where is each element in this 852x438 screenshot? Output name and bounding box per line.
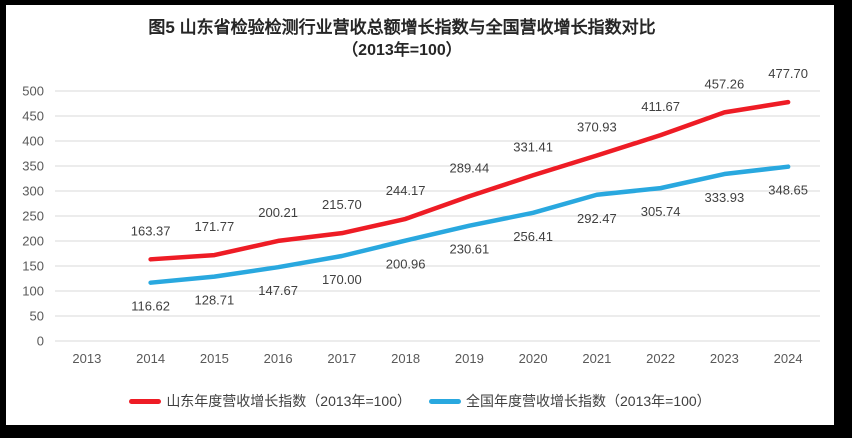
series-line-shandong bbox=[148, 99, 791, 262]
x-axis-tick-label: 2016 bbox=[264, 351, 293, 366]
chart-title: 图5 山东省检验检测行业营收总额增长指数与全国营收增长指数对比 （2013年=1… bbox=[6, 16, 798, 62]
series-line-national bbox=[148, 164, 791, 285]
y-axis-tick-label: 300 bbox=[22, 184, 44, 199]
data-label-national: 128.71 bbox=[194, 293, 234, 308]
y-axis-tick-label: 150 bbox=[22, 259, 44, 274]
data-label-national: 348.65 bbox=[768, 183, 808, 198]
legend-label-shandong: 山东年度营收增长指数（2013年=100） bbox=[166, 393, 411, 409]
data-label-national: 333.93 bbox=[704, 190, 744, 205]
data-label-shandong: 289.44 bbox=[449, 160, 489, 175]
x-axis-tick-label: 2023 bbox=[710, 351, 739, 366]
data-label-national: 305.74 bbox=[641, 204, 681, 219]
legend-line-shandong-icon bbox=[129, 398, 162, 404]
data-label-shandong: 457.26 bbox=[704, 76, 744, 91]
y-axis-tick-label: 500 bbox=[22, 84, 44, 99]
data-label-national: 230.61 bbox=[449, 242, 489, 257]
y-axis-tick-label: 350 bbox=[22, 159, 44, 174]
x-axis-tick-label: 2024 bbox=[774, 351, 803, 366]
x-axis-tick-label: 2018 bbox=[391, 351, 420, 366]
y-axis-tick-label: 200 bbox=[22, 234, 44, 249]
data-label-shandong: 171.77 bbox=[194, 219, 234, 234]
data-label-shandong: 244.17 bbox=[386, 183, 426, 198]
x-axis-tick-label: 2013 bbox=[72, 351, 101, 366]
data-label-national: 292.47 bbox=[577, 211, 617, 226]
y-axis-tick-label: 250 bbox=[22, 209, 44, 224]
data-label-national: 116.62 bbox=[131, 299, 170, 314]
data-label-shandong: 331.41 bbox=[513, 139, 553, 154]
x-axis-tick-label: 2022 bbox=[646, 351, 675, 366]
legend-item-national: 全国年度营收增长指数（2013年=100） bbox=[429, 391, 711, 411]
x-axis-tick-label: 2021 bbox=[582, 351, 611, 366]
y-axis-tick-label: 100 bbox=[22, 284, 44, 299]
data-label-shandong: 200.21 bbox=[258, 205, 298, 220]
y-axis-tick-label: 0 bbox=[37, 334, 44, 349]
y-axis-tick-label: 400 bbox=[22, 134, 44, 149]
legend-line-national-icon bbox=[429, 398, 461, 404]
data-label-national: 256.41 bbox=[513, 229, 553, 244]
data-label-shandong: 477.70 bbox=[768, 66, 808, 81]
legend: 山东年度营收增长指数（2013年=100） 全国年度营收增长指数（2013年=1… bbox=[0, 391, 840, 411]
x-axis-tick-label: 2019 bbox=[455, 351, 484, 366]
data-label-shandong: 370.93 bbox=[577, 120, 617, 135]
y-axis-tick-label: 50 bbox=[30, 309, 44, 324]
legend-label-national: 全国年度营收增长指数（2013年=100） bbox=[466, 393, 711, 409]
chart-title-line2: （2013年=100） bbox=[342, 42, 462, 59]
y-axis-tick-label: 450 bbox=[22, 109, 44, 124]
x-axis-tick-label: 2014 bbox=[136, 351, 165, 366]
chart-title-line1: 图5 山东省检验检测行业营收总额增长指数与全国营收增长指数对比 bbox=[148, 18, 656, 37]
legend-item-shandong: 山东年度营收增长指数（2013年=100） bbox=[129, 391, 411, 411]
data-label-national: 170.00 bbox=[322, 272, 362, 287]
x-axis-tick-label: 2017 bbox=[327, 351, 356, 366]
data-label-shandong: 411.67 bbox=[641, 99, 680, 114]
data-label-shandong: 163.37 bbox=[131, 223, 171, 238]
data-label-shandong: 215.70 bbox=[322, 197, 362, 212]
x-axis-tick-label: 2015 bbox=[200, 351, 229, 366]
x-axis-tick-label: 2020 bbox=[519, 351, 548, 366]
data-label-national: 200.96 bbox=[386, 257, 426, 272]
data-label-national: 147.67 bbox=[258, 283, 298, 298]
